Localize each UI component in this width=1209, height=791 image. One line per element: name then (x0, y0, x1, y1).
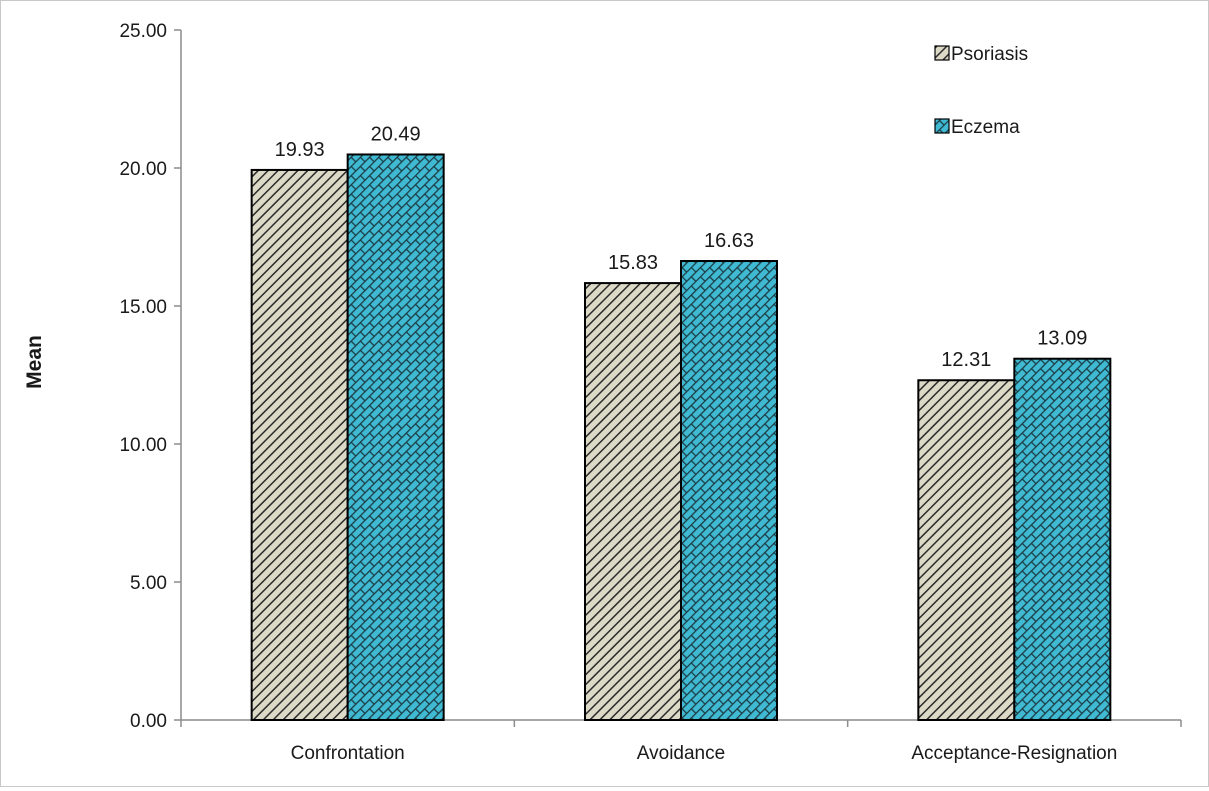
data-label: 15.83 (608, 252, 658, 274)
data-label: 12.31 (941, 349, 991, 371)
bar-eczema (1013, 357, 1112, 721)
y-tick-label: 5.00 (130, 573, 167, 594)
y-axis-title: Mean (23, 335, 46, 389)
bar-psoriasis (250, 168, 349, 721)
y-tick-label: 15.00 (119, 297, 167, 318)
data-label: 20.49 (371, 123, 421, 145)
legend-label-eczema: Eczema (951, 117, 1020, 138)
y-tick-label: 20.00 (119, 159, 167, 180)
y-tick-label: 25.00 (119, 21, 167, 42)
x-tick-label: Avoidance (637, 743, 725, 764)
bar-psoriasis (584, 282, 682, 721)
bar-eczema (680, 260, 778, 721)
y-tick-label: 0.00 (130, 711, 167, 732)
legend: Psoriasis Eczema (934, 44, 1028, 138)
bar-eczema (346, 153, 445, 721)
y-tick-label: 10.00 (119, 435, 167, 456)
legend-swatch-eczema (934, 118, 950, 134)
data-label: 16.63 (704, 230, 754, 252)
x-axis: Confrontation Avoidance Acceptance-Resigna… (180, 719, 1182, 764)
data-label: 13.09 (1037, 328, 1087, 350)
data-labels: 19.93 20.49 15.83 16.63 12.31 13.09 (275, 123, 1088, 371)
y-axis: 0.00 5.00 10.00 15.00 20.00 25.00 (119, 21, 182, 732)
bar-psoriasis (917, 379, 1016, 721)
data-label: 19.93 (275, 139, 325, 161)
bars (250, 153, 1112, 721)
legend-label-psoriasis: Psoriasis (951, 44, 1028, 65)
legend-swatch-psoriasis (934, 45, 950, 61)
x-tick-label: Confrontation (291, 743, 405, 764)
x-tick-label: Acceptance-Resignation (911, 743, 1117, 764)
